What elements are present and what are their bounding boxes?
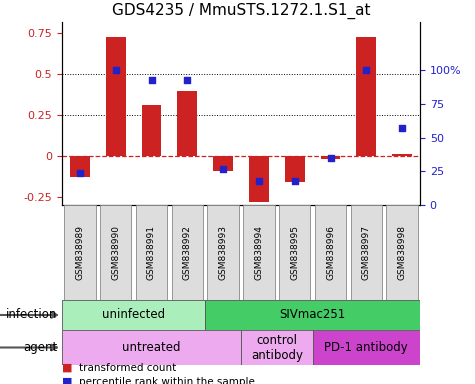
Point: [183, 77, 191, 83]
Bar: [106, 37, 125, 156]
Bar: [62, 330, 241, 365]
Bar: [249, 156, 269, 202]
Text: SIVmac251: SIVmac251: [279, 308, 346, 321]
Text: agent: agent: [23, 341, 57, 354]
Text: transformed count: transformed count: [79, 363, 176, 373]
Text: untreated: untreated: [122, 341, 181, 354]
Text: percentile rank within the sample: percentile rank within the sample: [79, 377, 255, 384]
Point: [255, 178, 263, 184]
Text: PD-1 antibody: PD-1 antibody: [324, 341, 408, 354]
Bar: [62, 300, 205, 330]
Bar: [208, 205, 239, 300]
Point: [327, 155, 334, 161]
Bar: [243, 205, 275, 300]
Bar: [136, 205, 167, 300]
Bar: [285, 156, 304, 182]
Point: [291, 178, 298, 184]
Text: GSM838991: GSM838991: [147, 225, 156, 280]
Bar: [241, 330, 313, 365]
Text: infection: infection: [6, 308, 57, 321]
Bar: [70, 156, 90, 177]
Title: GDS4235 / MmuSTS.1272.1.S1_at: GDS4235 / MmuSTS.1272.1.S1_at: [112, 3, 370, 19]
Bar: [205, 300, 420, 330]
Bar: [321, 156, 341, 159]
Bar: [351, 205, 382, 300]
Point: [362, 67, 370, 73]
Text: uninfected: uninfected: [102, 308, 165, 321]
Point: [399, 125, 406, 131]
Point: [76, 170, 84, 176]
Point: [112, 67, 120, 73]
Text: GSM838992: GSM838992: [183, 225, 192, 280]
Text: GSM838989: GSM838989: [76, 225, 85, 280]
Text: ■: ■: [62, 363, 73, 373]
Bar: [100, 205, 132, 300]
Bar: [392, 154, 412, 156]
Bar: [313, 330, 420, 365]
Text: GSM838994: GSM838994: [255, 225, 264, 280]
Text: GSM838998: GSM838998: [398, 225, 407, 280]
Text: ■: ■: [62, 377, 73, 384]
Bar: [279, 205, 311, 300]
Text: GSM838990: GSM838990: [111, 225, 120, 280]
Bar: [178, 91, 197, 156]
Point: [148, 77, 155, 83]
Text: GSM838995: GSM838995: [290, 225, 299, 280]
Text: GSM838996: GSM838996: [326, 225, 335, 280]
Bar: [171, 205, 203, 300]
Point: [219, 166, 227, 172]
Bar: [356, 37, 376, 156]
Bar: [142, 105, 162, 156]
Bar: [64, 205, 95, 300]
Bar: [386, 205, 418, 300]
Text: GSM838993: GSM838993: [218, 225, 228, 280]
Bar: [213, 156, 233, 170]
Text: GSM838997: GSM838997: [362, 225, 371, 280]
Bar: [315, 205, 346, 300]
Text: control
antibody: control antibody: [251, 333, 303, 361]
